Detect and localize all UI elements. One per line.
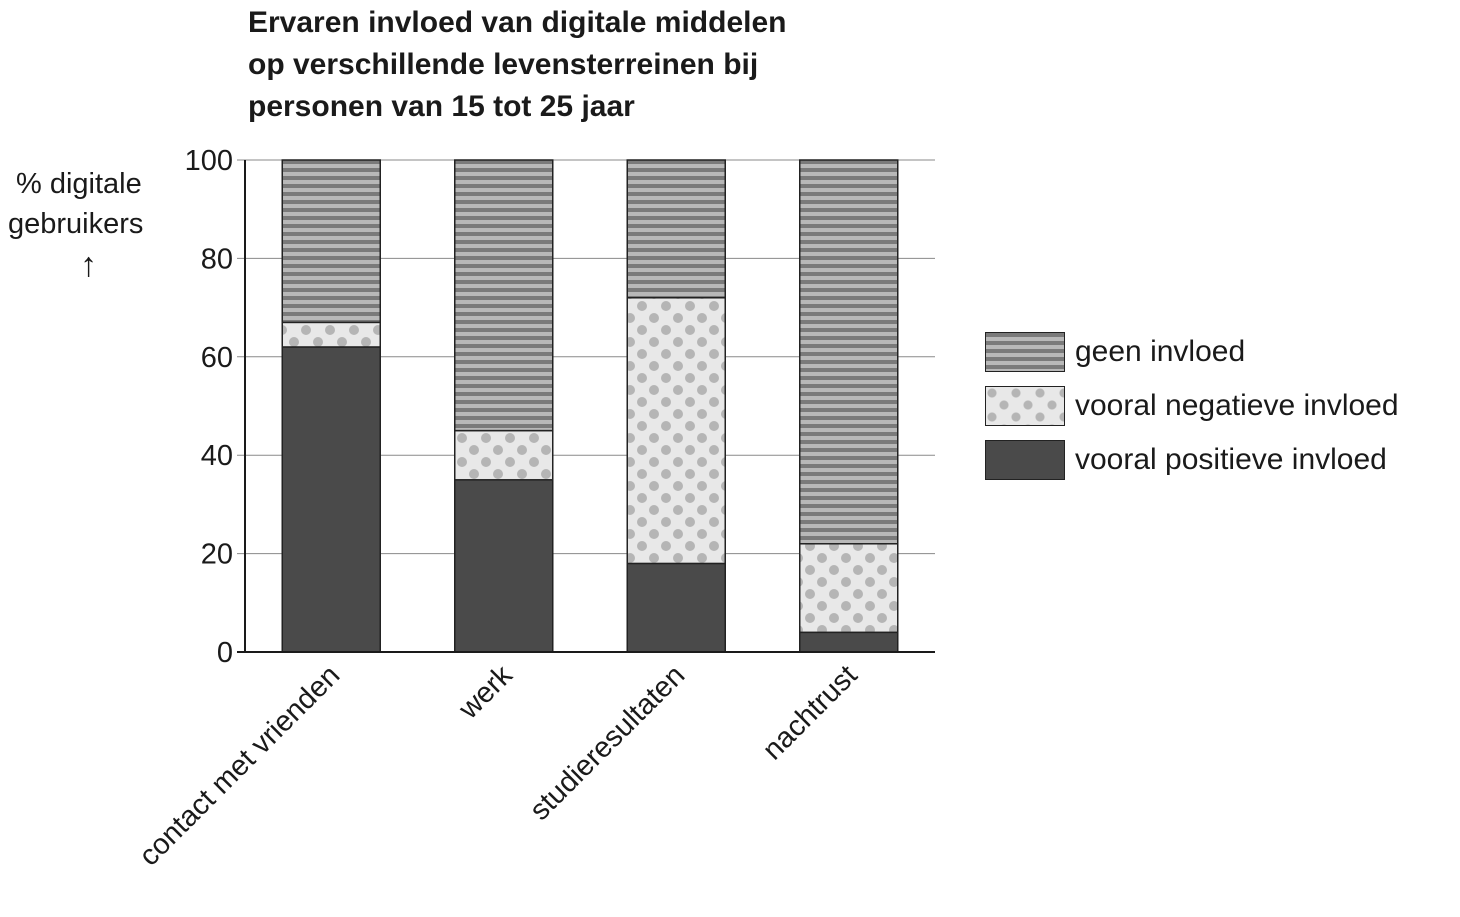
legend-swatch-dots [985,386,1065,426]
bar-segment-solid [626,562,726,653]
bar-segment-solid [454,479,554,653]
y-tick-label: 20 [201,539,233,571]
legend-label: vooral negatieve invloed [1075,389,1399,422]
x-tick-label: nachtrust [757,659,864,766]
chart-title-line-2: op verschillende levensterreinen bij [248,48,759,81]
x-tick-label: werk [452,659,519,726]
y-axis-up-arrow-icon: ↑ [80,246,97,284]
bar-segment-solid [281,346,381,653]
y-axis-label-line-1: % digitale [16,168,142,200]
bar-segment-dots [454,429,554,481]
y-tick-label: 40 [201,440,233,472]
chart-title-line-3: personen van 15 tot 25 jaar [248,90,635,123]
bar-segment-stripes [281,159,381,324]
legend-swatch-solid [985,440,1065,480]
legend-label: geen invloed [1075,335,1246,368]
bar-segment-solid [799,631,899,653]
x-tick-label: contact met vrienden [133,659,346,872]
y-tick-label: 0 [217,637,233,669]
x-tick-label: studieresultaten [524,659,691,826]
bar-segment-stripes [626,159,726,299]
y-axis-label-line-2: gebruikers [8,208,144,240]
bar-segment-stripes [799,159,899,545]
y-tick-label: 100 [185,145,233,177]
legend-label: vooral positieve invloed [1075,443,1387,476]
chart-title-line-1: Ervaren invloed van digitale middelen [248,6,787,39]
y-tick-label: 80 [201,243,233,275]
bar-segment-dots [281,321,381,348]
y-tick-label: 60 [201,342,233,374]
bar-segment-dots [626,297,726,565]
legend-swatch-stripes [985,332,1065,372]
bar-segment-stripes [454,159,554,432]
bar-segment-dots [799,543,899,634]
